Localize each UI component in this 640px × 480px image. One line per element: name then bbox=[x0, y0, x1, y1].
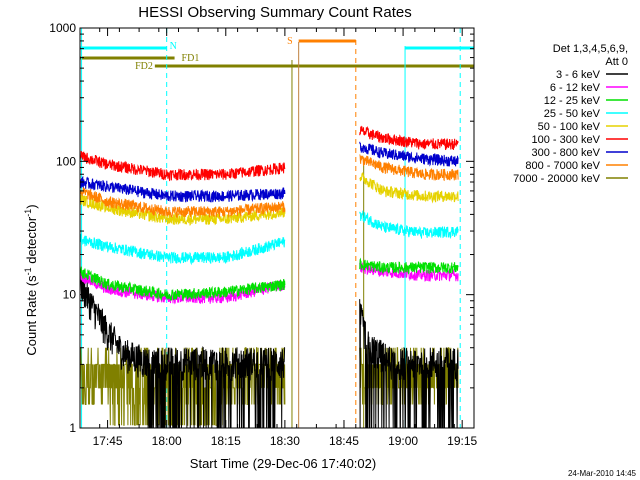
series-line-25-50-kev-seg2 bbox=[359, 210, 459, 240]
axes: 1 10 100 1000 17:45 18:00 18:15 18:30 18:45 19:00… bbox=[49, 21, 477, 448]
legend-label: 100 - 300 keV bbox=[532, 134, 601, 146]
legend-label: 50 - 100 keV bbox=[538, 121, 601, 133]
legend-header: Det 1,3,4,5,6,9, bbox=[553, 43, 628, 55]
series-line-100-300-kev-seg1 bbox=[79, 150, 286, 182]
y-axis-label-main: Count Rate (s bbox=[24, 275, 39, 356]
legend-label: 300 - 800 keV bbox=[532, 147, 601, 159]
x-tick-label: 19:00 bbox=[388, 434, 418, 448]
y-axis-label-end: ) bbox=[24, 204, 39, 208]
series-line-12-25-kev-seg1 bbox=[79, 266, 286, 302]
series-line-50-100-kev-seg2 bbox=[359, 172, 459, 204]
legend-label: 12 - 25 keV bbox=[544, 95, 601, 107]
series-line-100-300-kev-seg2 bbox=[359, 125, 459, 151]
flag-s-label: S bbox=[287, 36, 293, 47]
y-tick-label: 1 bbox=[69, 421, 76, 435]
legend-label: 25 - 50 keV bbox=[544, 108, 601, 120]
legend-header: Att 0 bbox=[605, 56, 628, 68]
series-line-3-6-kev-seg1 bbox=[79, 268, 286, 429]
y-tick-label: 100 bbox=[56, 154, 76, 168]
series-line-25-50-kev-seg1 bbox=[79, 234, 286, 266]
x-axis-label: Start Time (29-Dec-06 17:40:02) bbox=[190, 456, 376, 471]
series-line-800-7000-kev-seg2 bbox=[359, 154, 459, 182]
y-tick-label: 10 bbox=[63, 288, 77, 302]
y-axis-label: Count Rate (s-1 detector-1) bbox=[23, 204, 39, 355]
series-lines bbox=[79, 125, 459, 429]
legend-label: 6 - 12 keV bbox=[550, 82, 601, 94]
chart-title: HESSI Observing Summary Count Rates bbox=[138, 4, 411, 21]
x-tick-label: 18:00 bbox=[152, 434, 182, 448]
x-tick-label: 18:15 bbox=[211, 434, 241, 448]
series-line-300-800-kev-seg1 bbox=[79, 175, 286, 203]
x-tick-label: 18:30 bbox=[270, 434, 300, 448]
series-line-800-7000-kev-seg1 bbox=[79, 186, 286, 218]
legend-label: 3 - 6 keV bbox=[556, 69, 601, 81]
legend-label: 800 - 7000 keV bbox=[525, 160, 600, 172]
flag-n-label: N bbox=[170, 41, 177, 52]
y-axis-label-sup1: -1 bbox=[23, 267, 33, 275]
flag-fd2-label: FD2 bbox=[135, 61, 153, 72]
y-axis-label-sup2: -1 bbox=[23, 209, 33, 217]
series-line-12-25-kev-seg2 bbox=[359, 257, 459, 275]
timestamp-label: 24-Mar-2010 14:45 bbox=[568, 469, 637, 478]
x-tick-label: 18:45 bbox=[329, 434, 359, 448]
series-line-50-100-kev-seg1 bbox=[79, 194, 286, 226]
series-line-300-800-kev-seg2 bbox=[359, 141, 459, 167]
flag-fd1-label: FD1 bbox=[182, 53, 200, 64]
series-line-3-6-kev-seg2 bbox=[359, 299, 459, 429]
legend-label: 7000 - 20000 keV bbox=[513, 173, 601, 185]
x-tick-label: 17:45 bbox=[93, 434, 123, 448]
y-axis-label-mid: detector bbox=[24, 216, 39, 267]
x-tick-label: 19:15 bbox=[447, 434, 477, 448]
y-tick-label: 1000 bbox=[49, 21, 76, 35]
